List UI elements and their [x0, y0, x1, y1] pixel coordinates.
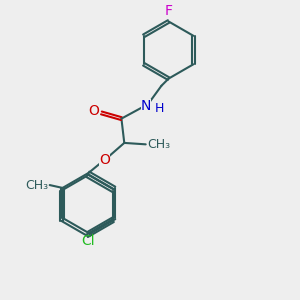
Text: H: H: [155, 102, 164, 115]
Text: CH₃: CH₃: [147, 138, 170, 151]
Text: O: O: [99, 153, 110, 167]
Text: O: O: [88, 104, 99, 118]
Text: Cl: Cl: [82, 234, 95, 248]
Text: F: F: [165, 4, 172, 18]
Text: CH₃: CH₃: [25, 178, 48, 192]
Text: N: N: [140, 99, 151, 113]
